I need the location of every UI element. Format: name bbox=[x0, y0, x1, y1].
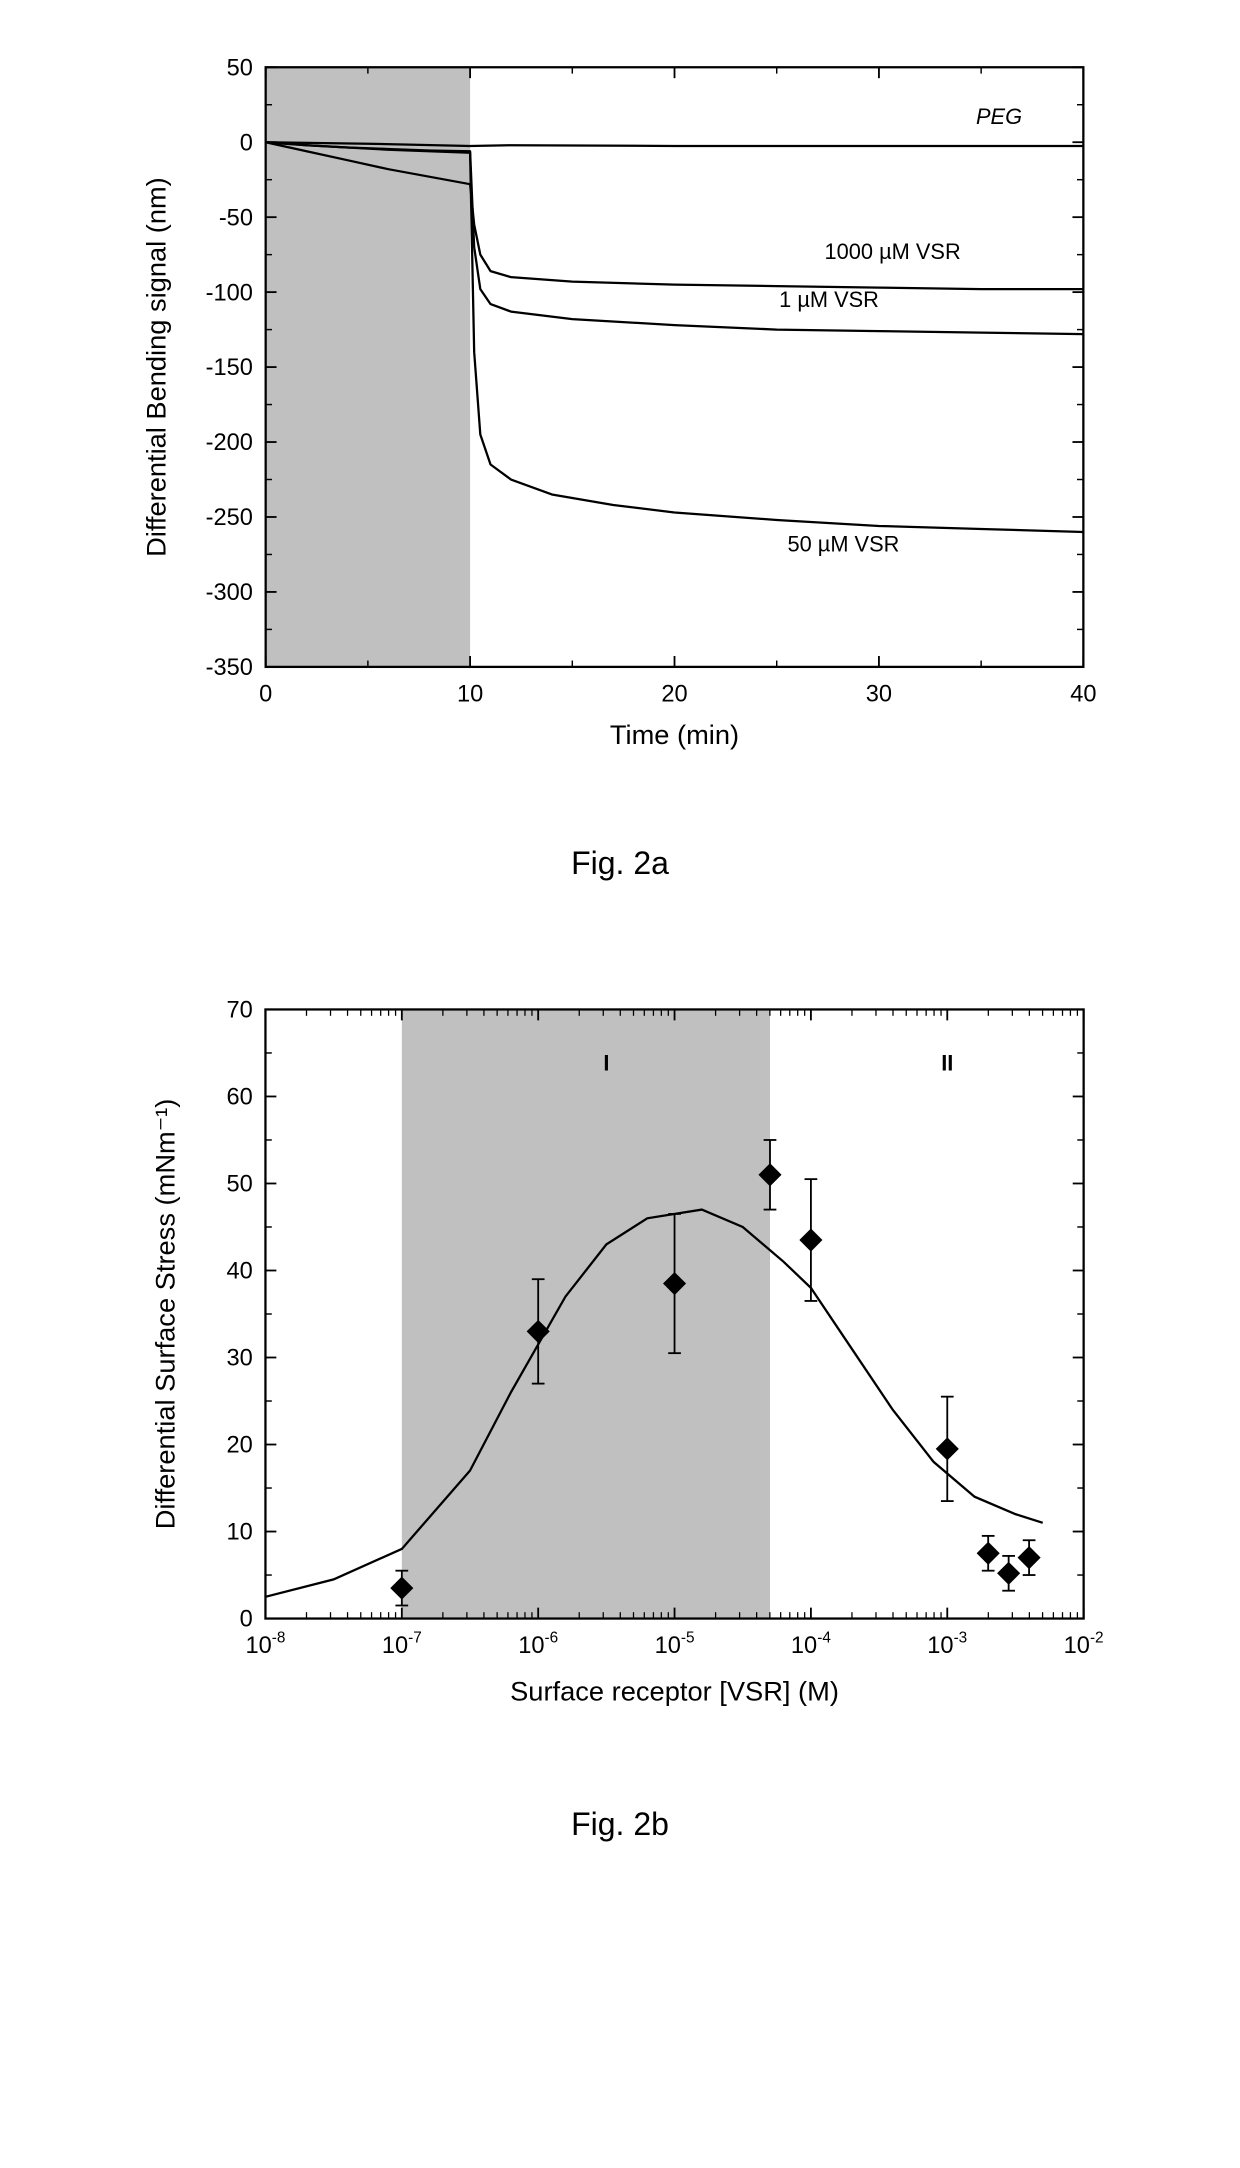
svg-text:PEG: PEG bbox=[976, 104, 1022, 129]
caption-2b: Fig. 2b bbox=[60, 1806, 1180, 1843]
svg-text:10-6: 10-6 bbox=[518, 1629, 558, 1659]
caption-2a: Fig. 2a bbox=[60, 845, 1180, 882]
svg-text:10-2: 10-2 bbox=[1064, 1629, 1104, 1659]
svg-text:10-7: 10-7 bbox=[382, 1629, 422, 1659]
svg-text:1000 µM VSR: 1000 µM VSR bbox=[825, 239, 961, 264]
svg-text:0: 0 bbox=[240, 1607, 253, 1633]
svg-text:10: 10 bbox=[457, 681, 483, 707]
svg-text:10-8: 10-8 bbox=[245, 1629, 285, 1659]
svg-text:Surface receptor [VSR] (M): Surface receptor [VSR] (M) bbox=[510, 1675, 839, 1706]
svg-text:-300: -300 bbox=[206, 580, 253, 606]
svg-text:20: 20 bbox=[661, 681, 687, 707]
svg-text:10-4: 10-4 bbox=[791, 1629, 831, 1659]
svg-text:50: 50 bbox=[226, 1172, 252, 1198]
svg-text:20: 20 bbox=[226, 1433, 252, 1459]
svg-text:Time (min): Time (min) bbox=[610, 719, 739, 750]
svg-text:-350: -350 bbox=[206, 655, 253, 681]
svg-text:Differential Surface Stress (m: Differential Surface Stress (mNm⁻¹) bbox=[150, 1099, 181, 1530]
svg-text:40: 40 bbox=[1070, 681, 1096, 707]
svg-text:30: 30 bbox=[226, 1346, 252, 1372]
svg-text:70: 70 bbox=[226, 998, 252, 1024]
chart-2a: 0 10 20 30 40 -350 -300 -250 -200 -150 -100 -50 0 50 P… bbox=[120, 40, 1120, 785]
figure-2b: 10-8 10-7 10-6 10-5 10-4 10-3 10-2 0 10 20 30 40 50 6… bbox=[60, 982, 1180, 1843]
svg-text:10-3: 10-3 bbox=[927, 1629, 967, 1659]
chart-2b: 10-8 10-7 10-6 10-5 10-4 10-3 10-2 0 10 20 30 40 50 6… bbox=[120, 982, 1120, 1746]
svg-text:30: 30 bbox=[866, 681, 892, 707]
svg-text:10: 10 bbox=[226, 1520, 252, 1546]
svg-text:50: 50 bbox=[227, 55, 253, 81]
svg-text:II: II bbox=[941, 1050, 953, 1075]
svg-text:Differential Bending signal (n: Differential Bending signal (nm) bbox=[141, 177, 172, 557]
svg-text:0: 0 bbox=[240, 130, 253, 156]
svg-text:-50: -50 bbox=[219, 205, 253, 231]
svg-text:-250: -250 bbox=[206, 505, 253, 531]
svg-text:60: 60 bbox=[226, 1085, 252, 1111]
figure-2a: 0 10 20 30 40 -350 -300 -250 -200 -150 -100 -50 0 50 P… bbox=[60, 40, 1180, 882]
svg-text:-100: -100 bbox=[206, 280, 253, 306]
svg-text:10-5: 10-5 bbox=[655, 1629, 695, 1659]
svg-text:1 µM VSR: 1 µM VSR bbox=[779, 287, 879, 312]
svg-text:40: 40 bbox=[226, 1259, 252, 1285]
svg-text:I: I bbox=[603, 1050, 609, 1075]
svg-text:-200: -200 bbox=[206, 430, 253, 456]
svg-text:50 µM VSR: 50 µM VSR bbox=[787, 531, 899, 556]
svg-text:-150: -150 bbox=[206, 355, 253, 381]
svg-text:0: 0 bbox=[259, 681, 272, 707]
